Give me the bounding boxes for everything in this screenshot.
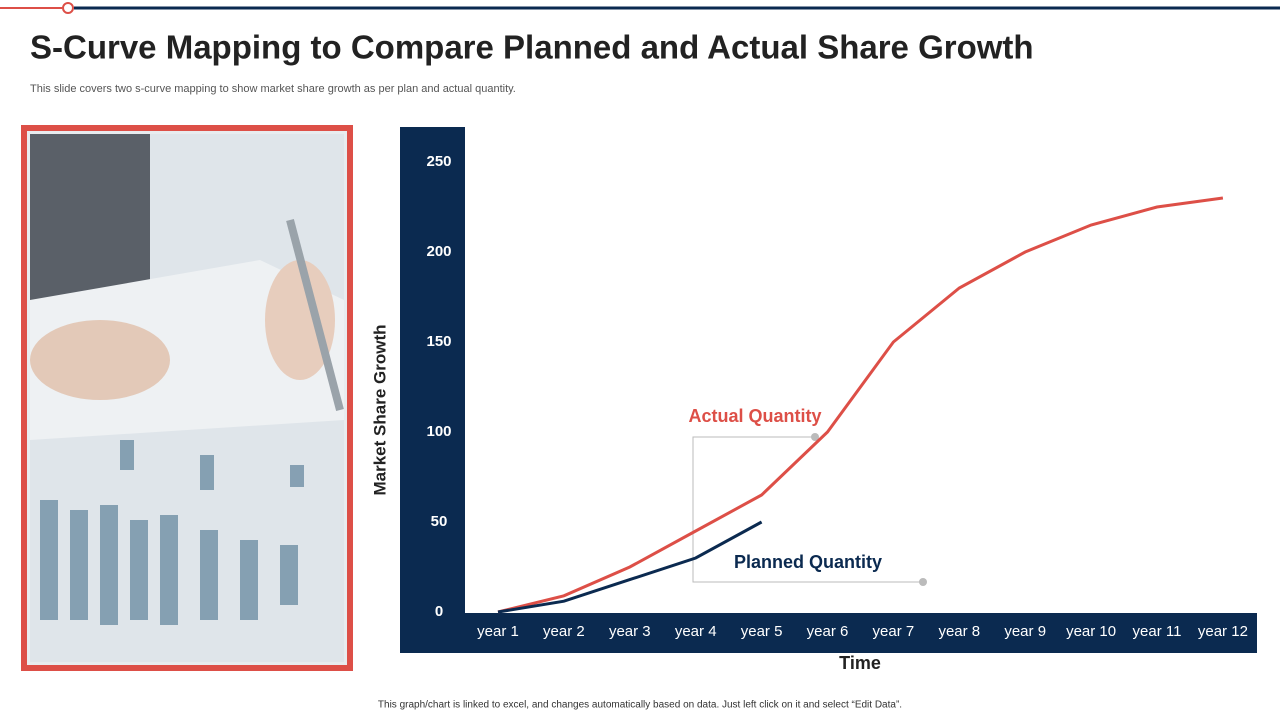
leader-dot	[811, 433, 819, 441]
leader-line	[692, 436, 923, 583]
y-tick-label: 150	[426, 333, 451, 350]
x-axis-title: Time	[839, 653, 881, 673]
series-label: Planned Quantity	[734, 552, 882, 572]
y-tick-label: 200	[426, 243, 451, 260]
photo-bars	[40, 440, 304, 625]
y-tick-label: 50	[431, 513, 448, 530]
x-tick-label: year 3	[609, 623, 651, 640]
x-tick-label: year 11	[1133, 623, 1182, 640]
x-tick-label: year 12	[1198, 623, 1248, 640]
y-tick-label: 250	[426, 153, 451, 170]
y-axis-band	[400, 127, 465, 653]
x-tick-label: year 6	[807, 623, 849, 640]
y-tick-label: 0	[435, 603, 443, 620]
x-tick-label: year 4	[675, 623, 717, 640]
y-tick-label: 100	[426, 423, 451, 440]
series-line	[497, 196, 1224, 614]
photo	[21, 125, 353, 671]
x-tick-label: year 9	[1004, 623, 1046, 640]
top-dot	[62, 2, 74, 14]
x-tick-label: year 8	[938, 623, 980, 640]
x-tick-label: year 5	[741, 623, 783, 640]
photo-pen	[286, 218, 344, 412]
y-axis-title: Market Share Growth	[370, 325, 389, 496]
x-tick-label: year 7	[873, 623, 915, 640]
leader-dot	[919, 578, 927, 586]
x-tick-label: year 1	[477, 623, 519, 640]
series-label: Actual Quantity	[688, 406, 821, 426]
footnote: This graph/chart is linked to excel, and…	[378, 700, 902, 711]
series-line	[497, 520, 763, 614]
photo-hand	[265, 260, 335, 380]
x-tick-label: year 10	[1066, 623, 1116, 640]
slide-subtitle: This slide covers two s-curve mapping to…	[30, 83, 516, 95]
photo-hand	[30, 320, 170, 400]
x-tick-label: year 2	[543, 623, 585, 640]
annotation-leaders	[692, 433, 927, 586]
slide-title: S-Curve Mapping to Compare Planned and A…	[30, 29, 1034, 66]
x-axis-band	[400, 613, 1257, 653]
